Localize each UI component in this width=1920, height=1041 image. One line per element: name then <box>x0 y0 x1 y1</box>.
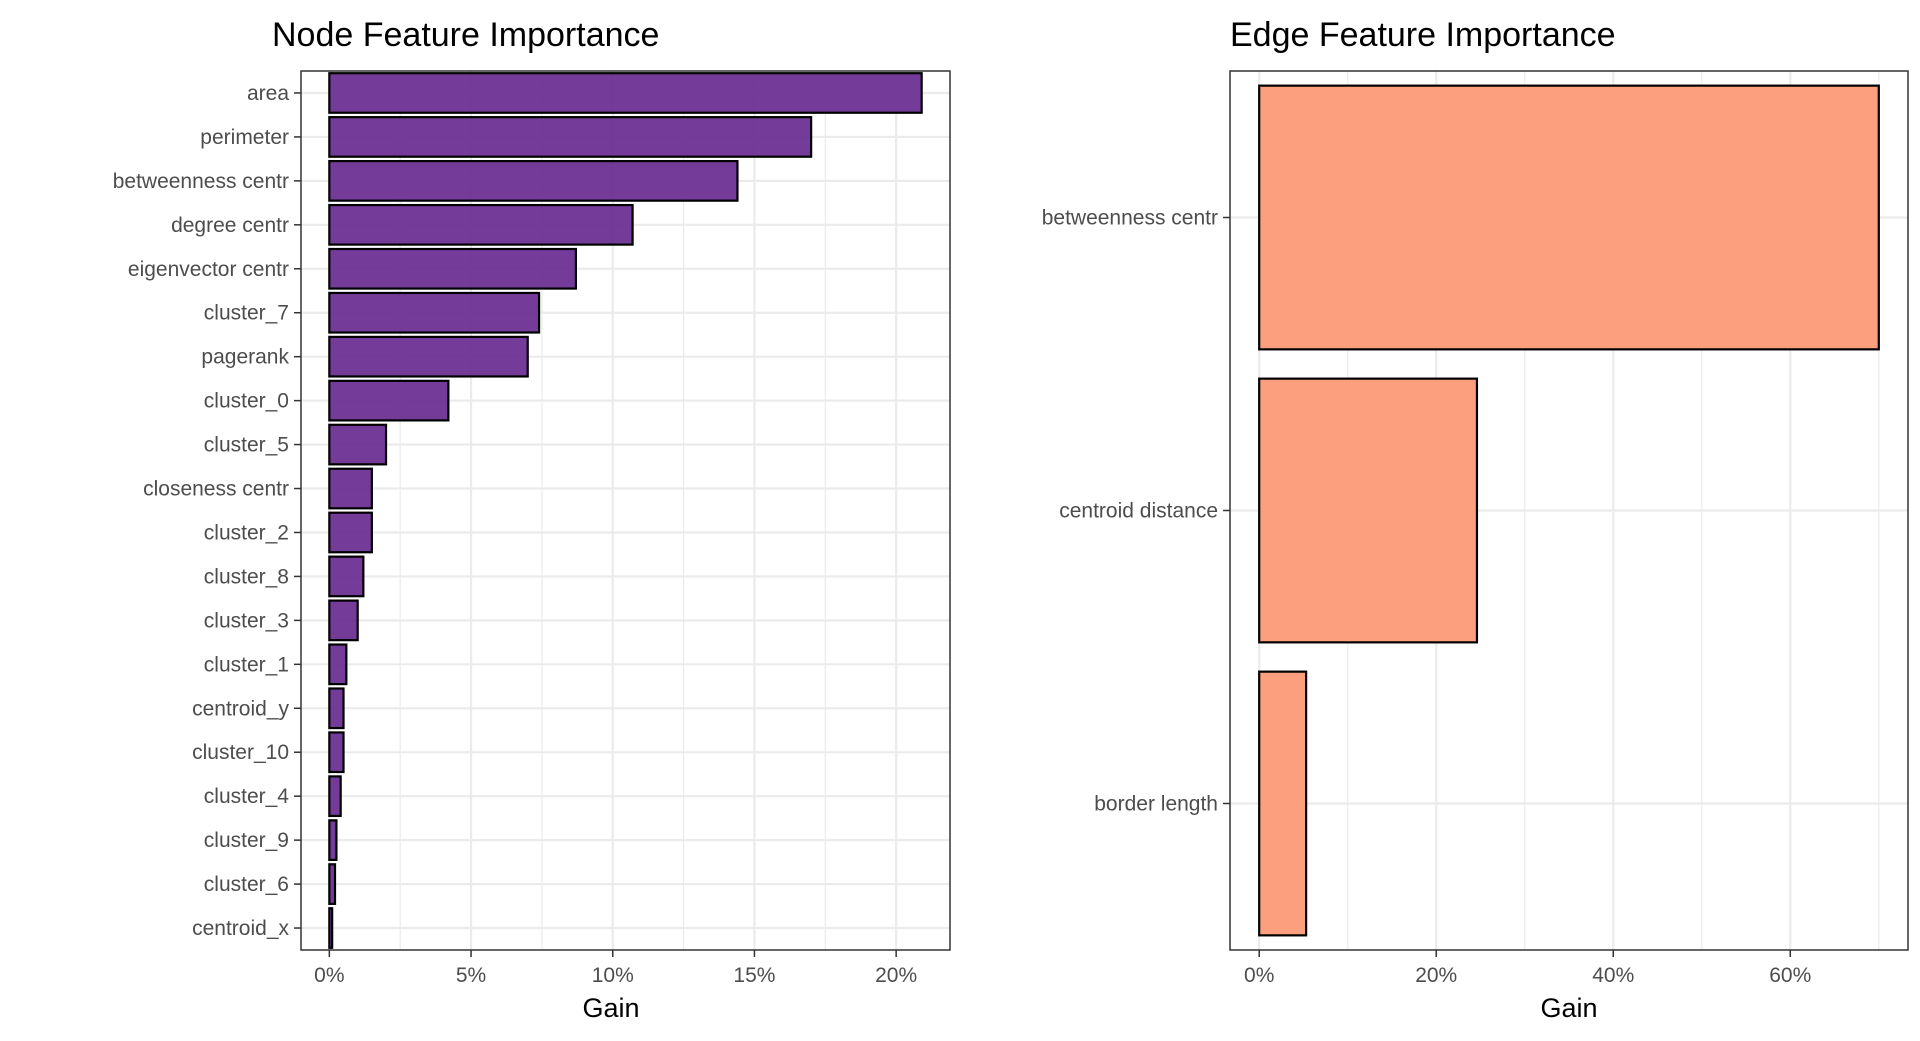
node-y-tick-label: degree centr <box>171 214 289 237</box>
edge-bar-centroid-distance <box>1258 377 1479 644</box>
node-bar-centroid-y <box>328 687 345 730</box>
node-y-tick-label: cluster_9 <box>204 829 289 852</box>
edge-x-tick-label: 20% <box>1415 964 1457 987</box>
node-bar-cluster-8 <box>328 555 365 598</box>
edge-x-axis-title: Gain <box>1540 993 1597 1023</box>
node-y-tick-label: cluster_1 <box>204 653 289 676</box>
node-bar-area <box>328 72 923 114</box>
node-bar-cluster-6 <box>328 863 337 905</box>
edge-bar-border-length <box>1258 670 1308 937</box>
edge-importance-panel: Edge Feature Importance Gain betweenness… <box>1042 16 1909 1023</box>
node-bar-cluster-9 <box>328 819 338 862</box>
node-y-tick-label: perimeter <box>200 126 289 149</box>
node-bar-cluster-5 <box>328 423 388 466</box>
node-bar-centroid-x <box>328 907 334 949</box>
node-bar-cluster-4 <box>328 775 342 818</box>
node-bar-eigenvector-centr <box>328 247 578 290</box>
node-x-axis-title: Gain <box>582 993 639 1023</box>
node-bar-cluster-0 <box>328 379 450 422</box>
node-bar-closeness-centr <box>328 467 373 510</box>
node-bar-cluster-2 <box>328 511 373 554</box>
node-plot-background <box>301 71 950 950</box>
node-y-tick-label: cluster_4 <box>204 785 290 808</box>
node-y-tick-label: cluster_2 <box>204 521 289 544</box>
node-x-tick-label: 10% <box>592 964 634 987</box>
node-y-tick-label: pagerank <box>201 346 289 369</box>
node-x-tick-label: 15% <box>733 964 775 987</box>
node-bar-cluster-1 <box>328 643 348 686</box>
edge-x-tick-label: 60% <box>1769 964 1811 987</box>
node-y-tick-label: centroid_x <box>192 917 289 940</box>
node-bar-perimeter <box>328 116 813 158</box>
node-y-tick-label: cluster_3 <box>204 609 289 632</box>
node-bar-cluster-7 <box>328 291 541 334</box>
node-y-tick-label: area <box>247 82 289 105</box>
edge-y-tick-label: betweenness centr <box>1042 207 1218 230</box>
edge-y-tick-label: border length <box>1094 793 1218 816</box>
edge-bar-betweenness-centr <box>1258 84 1880 351</box>
node-y-tick-label: closeness centr <box>143 478 289 501</box>
node-importance-panel: Node Feature Importance Gain area perimet… <box>113 16 951 1023</box>
node-y-tick-label: eigenvector centr <box>128 258 289 281</box>
node-chart-title: Node Feature Importance <box>272 16 659 54</box>
node-x-tick-label: 0% <box>314 964 344 987</box>
node-y-tick-label: cluster_5 <box>204 434 289 457</box>
node-x-tick-label: 5% <box>456 964 486 987</box>
node-y-tick-label: cluster_8 <box>204 565 289 588</box>
node-y-tick-label: cluster_0 <box>204 390 289 413</box>
node-y-tick-label: cluster_10 <box>192 741 289 764</box>
edge-y-tick-label: centroid distance <box>1059 500 1218 523</box>
node-panel-border <box>300 70 951 951</box>
node-bar-degree-centr <box>328 203 634 246</box>
node-y-tick-label: centroid_y <box>192 697 289 720</box>
edge-x-tick-label: 40% <box>1592 964 1634 987</box>
node-y-tick-label: cluster_7 <box>204 302 289 325</box>
node-bar-pagerank <box>328 335 529 378</box>
node-y-tick-label: betweenness centr <box>113 170 289 193</box>
edge-chart-title: Edge Feature Importance <box>1230 16 1616 54</box>
node-bar-cluster-3 <box>328 599 359 642</box>
edge-x-tick-label: 0% <box>1244 964 1274 987</box>
node-x-tick-label: 20% <box>875 964 917 987</box>
node-bar-betweenness-centr <box>328 159 739 202</box>
node-y-tick-label: cluster_6 <box>204 873 289 896</box>
node-bar-cluster-10 <box>328 731 345 774</box>
